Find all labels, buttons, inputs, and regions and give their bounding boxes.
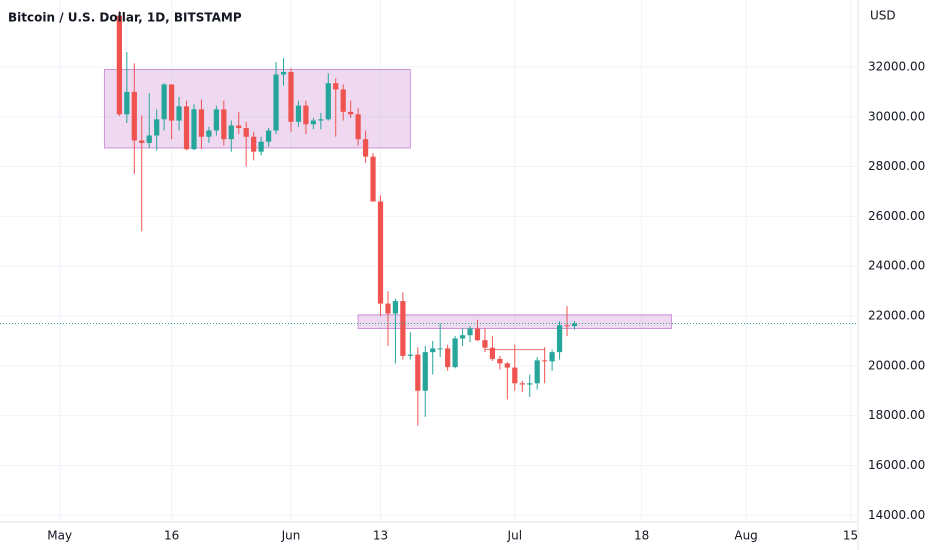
plot-area — [0, 10, 858, 426]
candle-body — [534, 360, 540, 384]
candle-body — [459, 335, 466, 339]
candle-body — [542, 360, 548, 362]
chart-title: Bitcoin / U.S. Dollar, 1D, BITSTAMP — [8, 11, 242, 25]
candle-body — [146, 135, 152, 143]
zone — [357, 314, 672, 329]
candle-body — [273, 74, 279, 131]
candle-body — [348, 111, 354, 115]
candle-body — [265, 130, 272, 142]
y-tick-label: 16000.00 — [868, 458, 925, 472]
candle-body — [556, 325, 563, 353]
candle-body — [422, 352, 428, 391]
y-tick-label: 24000.00 — [868, 259, 925, 273]
y-axis-label: USD — [870, 9, 896, 23]
candle-body — [571, 323, 578, 327]
candle-body — [333, 83, 339, 90]
candle-body — [415, 354, 421, 391]
candle-body — [161, 84, 167, 120]
candle-body — [482, 340, 488, 348]
y-tick-label: 30000.00 — [868, 109, 925, 123]
candle-body — [437, 348, 443, 350]
x-tick-label: May — [47, 529, 72, 543]
y-tick-label: 14000.00 — [868, 508, 925, 522]
candle-body — [236, 125, 242, 129]
candle-body — [325, 83, 331, 120]
x-tick-label: 15 — [843, 529, 858, 543]
y-tick-label: 18000.00 — [868, 408, 925, 422]
candle-body — [198, 109, 205, 137]
candle-body — [355, 114, 361, 140]
y-tick-label: 22000.00 — [868, 309, 925, 323]
candle-body — [504, 363, 510, 368]
candle-body — [519, 383, 525, 385]
candle-body — [213, 109, 219, 131]
candle-body — [400, 301, 406, 356]
candle-body — [251, 136, 257, 152]
candle-body — [452, 338, 458, 368]
candle-body — [310, 120, 316, 125]
candle-body — [489, 347, 496, 359]
candle-body — [228, 125, 234, 140]
candle-body — [295, 105, 302, 122]
x-tick-label: 16 — [164, 529, 179, 543]
candle-body — [474, 328, 481, 341]
x-tick-label: Aug — [734, 529, 757, 543]
candle-body — [377, 201, 384, 304]
candle-body — [280, 71, 287, 75]
candle-body — [467, 328, 473, 336]
candle-body — [131, 91, 137, 141]
candle-body — [318, 119, 324, 121]
candle-body — [497, 358, 503, 364]
y-tick-label: 32000.00 — [868, 59, 925, 73]
candle-body — [191, 109, 197, 150]
candle-body — [258, 141, 264, 152]
candle-body — [512, 367, 518, 384]
candle-body — [362, 139, 369, 157]
y-tick-label: 26000.00 — [868, 209, 925, 223]
axes: 14000.00 16000.00 18000.00 20000.00 22000.00… — [47, 59, 925, 542]
candle-body — [527, 383, 533, 385]
y-tick-label: 20000.00 — [868, 358, 925, 372]
candle-body — [430, 348, 436, 353]
candle-body — [303, 105, 309, 125]
x-tick-label: 13 — [373, 529, 388, 543]
candle-body — [139, 140, 145, 143]
x-tick-label: Jun — [281, 529, 301, 543]
candle-body — [183, 106, 190, 150]
y-tick-label: 28000.00 — [868, 159, 925, 173]
candle-body — [385, 303, 391, 314]
candle-body — [392, 301, 399, 314]
x-tick-label: 18 — [634, 529, 649, 543]
candle-body — [221, 109, 227, 140]
x-tick-label: Jul — [507, 529, 522, 543]
candle-body — [168, 84, 175, 121]
candle-body — [176, 106, 182, 121]
candle-body — [154, 119, 160, 136]
candle-body — [206, 130, 212, 137]
candle-body — [445, 348, 451, 368]
candle-body — [288, 71, 294, 122]
candle-body — [243, 128, 249, 137]
candle-body — [340, 89, 346, 112]
candle-body — [124, 91, 130, 115]
candle-body — [564, 325, 570, 327]
candle-body — [407, 354, 413, 356]
candle-body — [116, 15, 122, 115]
candle-body — [549, 352, 555, 362]
candle-body — [370, 156, 376, 202]
